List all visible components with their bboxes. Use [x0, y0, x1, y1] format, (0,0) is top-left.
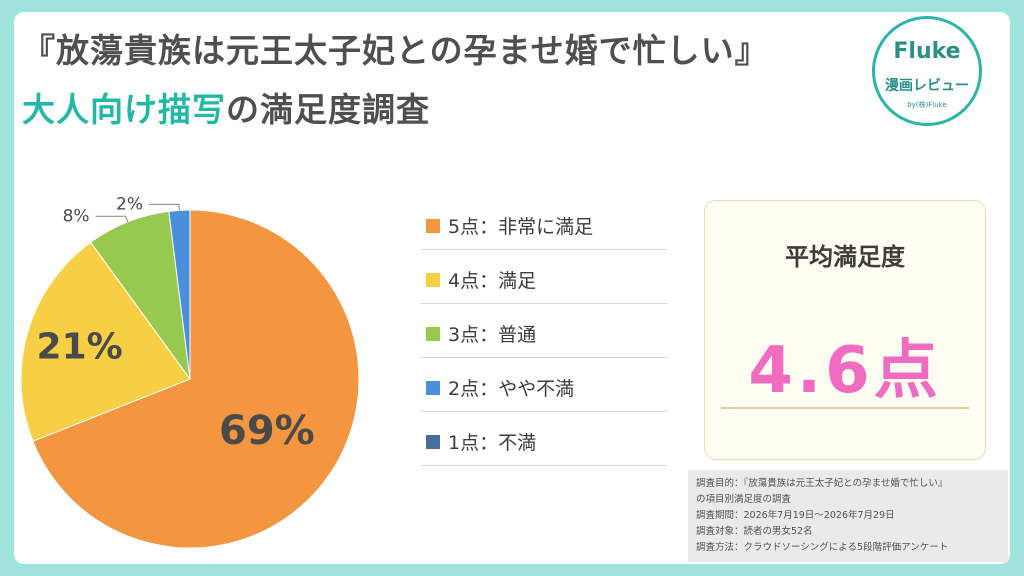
average-value: 4.6点	[748, 334, 942, 408]
data-label-5: 69%	[219, 408, 315, 454]
logo-byline: by(株)Fluke	[907, 101, 947, 109]
legend-item-3: 3点：普通	[420, 304, 668, 358]
page-subtitle: 大人向け描写の満足度調査	[22, 83, 430, 131]
survey-line: の項目別満足度の調査	[696, 494, 792, 505]
data-label-3: 8%	[63, 206, 90, 226]
leader-line-3	[95, 215, 129, 223]
subtitle-rest: の満足度調査	[226, 90, 430, 129]
legend-swatch	[426, 435, 440, 449]
survey-line: 調査期間：2026年7月19日〜2026年7月29日	[696, 510, 895, 521]
legend-item-5: 5点：非常に満足	[420, 196, 668, 250]
survey-info: 調査目的：『放蕩貴族は元王太子妃との孕ませ婚で忙しい』 の項目別満足度の調査 調…	[688, 470, 1008, 562]
pie-slice-2	[168, 209, 191, 380]
average-label: 平均満足度	[785, 243, 905, 271]
data-label-2: 2%	[116, 194, 143, 214]
legend-swatch	[426, 273, 440, 287]
legend-label: 1点：不満	[448, 432, 537, 454]
legend-label: 2点：やや不満	[448, 378, 575, 400]
pie-slice-5	[32, 209, 360, 549]
legend-label: 5点：非常に満足	[448, 216, 594, 238]
logo-brand: Fluke	[893, 39, 961, 64]
legend-swatch	[426, 219, 440, 233]
fluke-logo: Fluke 漫画レビュー by(株)Fluke	[872, 16, 982, 126]
legend-swatch	[426, 381, 440, 395]
pie-slice-4	[20, 241, 191, 442]
legend-item-1: 1点：不満	[420, 412, 668, 466]
logo-subtitle: 漫画レビュー	[885, 78, 969, 94]
survey-line: 調査対象：読者の男女52名	[696, 526, 813, 537]
subtitle-highlight: 大人向け描写	[22, 90, 226, 129]
survey-line: 調査方法：クラウドソーシングによる5段階評価アンケート	[696, 542, 949, 553]
legend-label: 3点：普通	[448, 324, 537, 346]
legend-item-2: 2点：やや不満	[420, 358, 668, 412]
legend-swatch	[426, 327, 440, 341]
survey-line: 調査目的：『放蕩貴族は元王太子妃との孕ませ婚で忙しい』	[696, 478, 948, 489]
average-divider	[721, 407, 969, 409]
average-score-box: 平均満足度 4.6点	[704, 200, 986, 460]
legend-item-4: 4点：満足	[420, 250, 668, 304]
legend-label: 4点：満足	[448, 270, 537, 292]
data-label-4: 21%	[37, 326, 123, 367]
leader-line-2	[149, 203, 180, 211]
legend: 5点：非常に満足 4点：満足 3点：普通 2点：やや不満 1点：不満	[420, 196, 668, 466]
page-title: 『放蕩貴族は元王太子妃との孕ませ婚で忙しい』	[22, 31, 769, 70]
